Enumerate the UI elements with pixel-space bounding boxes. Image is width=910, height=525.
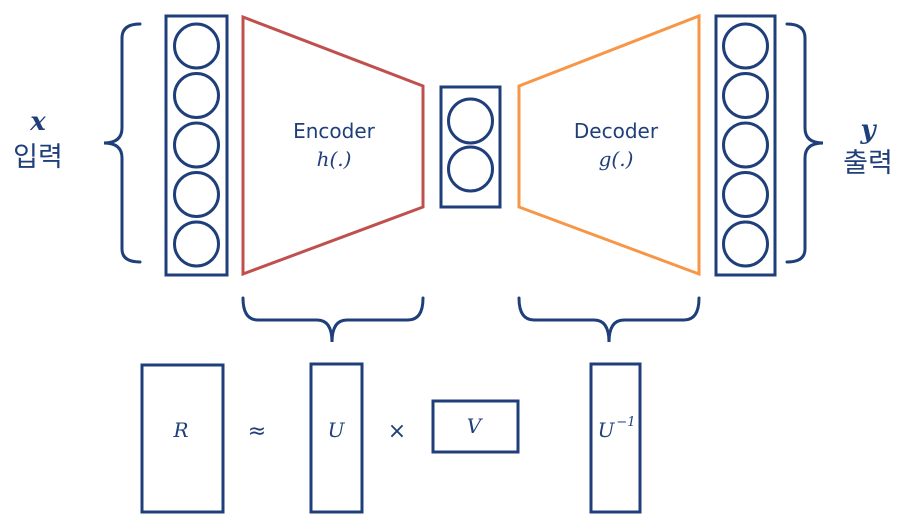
input-node-2 xyxy=(173,72,220,119)
matrix-R-box xyxy=(140,363,225,514)
input-node-4 xyxy=(173,171,220,218)
output-node-4 xyxy=(722,171,769,218)
latent-layer xyxy=(439,85,502,209)
output-label: 출력 xyxy=(843,148,893,179)
decoder-brace xyxy=(517,296,701,343)
output-brace xyxy=(785,22,824,264)
latent-node-1 xyxy=(447,97,494,145)
approx-symbol: ≈ xyxy=(248,419,266,444)
output-node-5 xyxy=(722,220,769,268)
matrix-U-inverse-box xyxy=(589,362,642,514)
decoder-trapezoid xyxy=(517,13,701,277)
matrix-U-inverse-label: U xyxy=(598,418,616,442)
encoder-title: Encoder xyxy=(293,119,376,143)
output-layer-box xyxy=(714,14,777,277)
input-layer xyxy=(164,14,229,277)
encoder-brace xyxy=(241,296,425,343)
matrix-V-box xyxy=(431,399,520,454)
decoder-title: Decoder xyxy=(574,119,659,143)
matrix-R-label: R xyxy=(172,418,188,442)
latent-node-2 xyxy=(447,145,494,193)
output-layer xyxy=(714,14,777,277)
input-label: 입력 xyxy=(13,142,63,173)
input-brace xyxy=(103,22,142,264)
output-node-3 xyxy=(722,121,769,169)
output-var: y xyxy=(859,115,877,145)
encoder-trapezoid xyxy=(241,14,425,277)
matrix-U-label: U xyxy=(328,418,346,442)
output-node-2 xyxy=(722,72,769,119)
matrix-U-box xyxy=(309,362,364,514)
encoder-func: h(.) xyxy=(317,147,352,171)
input-layer-box xyxy=(164,14,229,277)
latent-layer-box xyxy=(439,85,502,209)
input-node-3 xyxy=(173,121,220,169)
times-symbol: × xyxy=(388,419,406,444)
input-node-5 xyxy=(173,220,220,268)
matrix-U-inverse-exponent: −1 xyxy=(616,415,635,430)
input-node-1 xyxy=(173,22,220,70)
matrix-V-label: V xyxy=(467,414,484,438)
decoder-func: g(.) xyxy=(599,147,634,171)
output-node-1 xyxy=(722,22,769,70)
input-var: x xyxy=(29,107,46,137)
